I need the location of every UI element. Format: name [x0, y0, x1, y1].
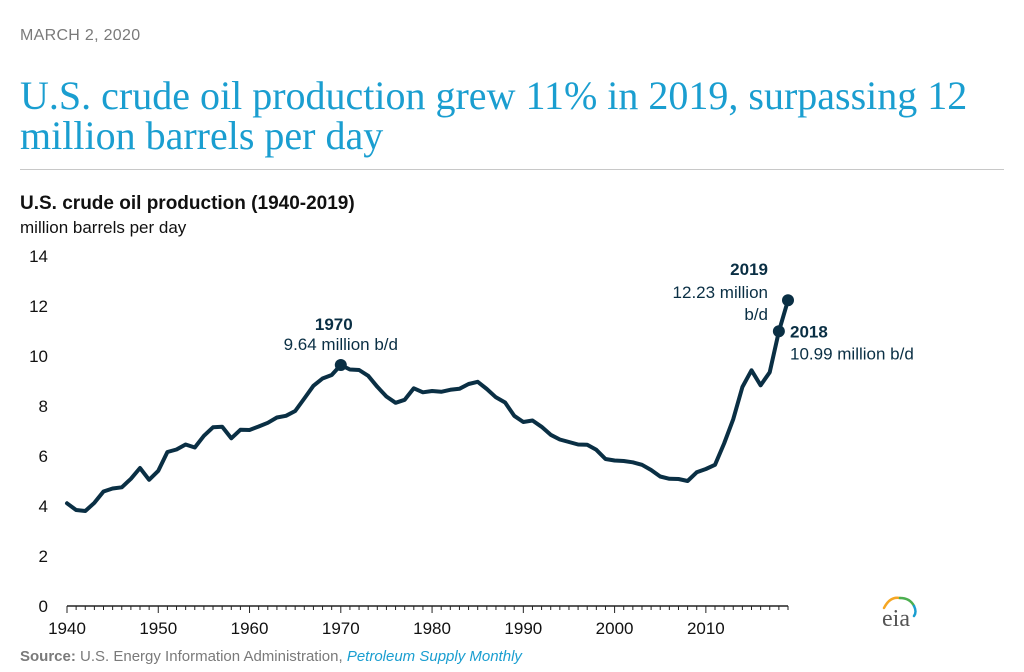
annotation-2018-year: 2018: [790, 322, 828, 341]
y-tick-label: 14: [29, 247, 48, 266]
x-tick-label: 1990: [504, 619, 542, 638]
logo-text: eia: [882, 606, 910, 632]
publication-date: MARCH 2, 2020: [20, 27, 141, 44]
y-tick-label: 10: [29, 347, 48, 366]
annotation-2019-value-line1: 12.23 million: [673, 283, 768, 302]
y-tick-label: 2: [39, 547, 48, 566]
y-tick-label: 8: [39, 397, 48, 416]
headline: U.S. crude oil production grew 11% in 20…: [20, 73, 968, 158]
x-tick-label: 1960: [231, 619, 269, 638]
point-1970: [334, 359, 347, 371]
annotation-1970-year: 1970: [315, 315, 353, 334]
source-note: Source: U.S. Energy Information Administ…: [20, 648, 522, 665]
y-tick-label: 12: [29, 297, 48, 316]
source-text: U.S. Energy Information Administration,: [75, 648, 347, 665]
annotation-2019-value-line2: b/d: [744, 305, 768, 324]
x-tick-label: 2010: [687, 619, 725, 638]
divider: [20, 169, 1004, 170]
point-2018: [772, 325, 785, 338]
source-label: Source:: [20, 648, 76, 665]
annotation-1970-value: 9.64 million b/d: [284, 335, 398, 354]
point-2019: [782, 294, 794, 307]
annotation-2018-value: 10.99 million b/d: [790, 344, 914, 363]
y-axis-units-label: million barrels per day: [20, 218, 187, 237]
x-tick-label: 2000: [596, 619, 634, 638]
y-tick-label: 4: [39, 497, 48, 516]
annotation-2019-year: 2019: [730, 260, 768, 279]
source-link[interactable]: Petroleum Supply Monthly: [346, 648, 522, 665]
y-tick-label: 0: [39, 597, 48, 616]
x-tick-label: 1980: [413, 619, 451, 638]
series-line-production: [65, 298, 790, 513]
y-tick-label: 6: [39, 447, 48, 466]
x-tick-label: 1970: [322, 619, 360, 638]
chart-tick-labels: 1940 1950 1960 1970 1980 1990 2000 2010 0 2 4 6 8 10 1…: [29, 247, 725, 638]
chart-title: U.S. crude oil production (1940-2019): [20, 193, 355, 214]
x-tick-label: 1940: [48, 619, 86, 638]
eia-logo-icon: eia: [882, 596, 917, 632]
chart-axes: [66, 605, 789, 613]
x-tick-label: 1950: [139, 619, 177, 638]
